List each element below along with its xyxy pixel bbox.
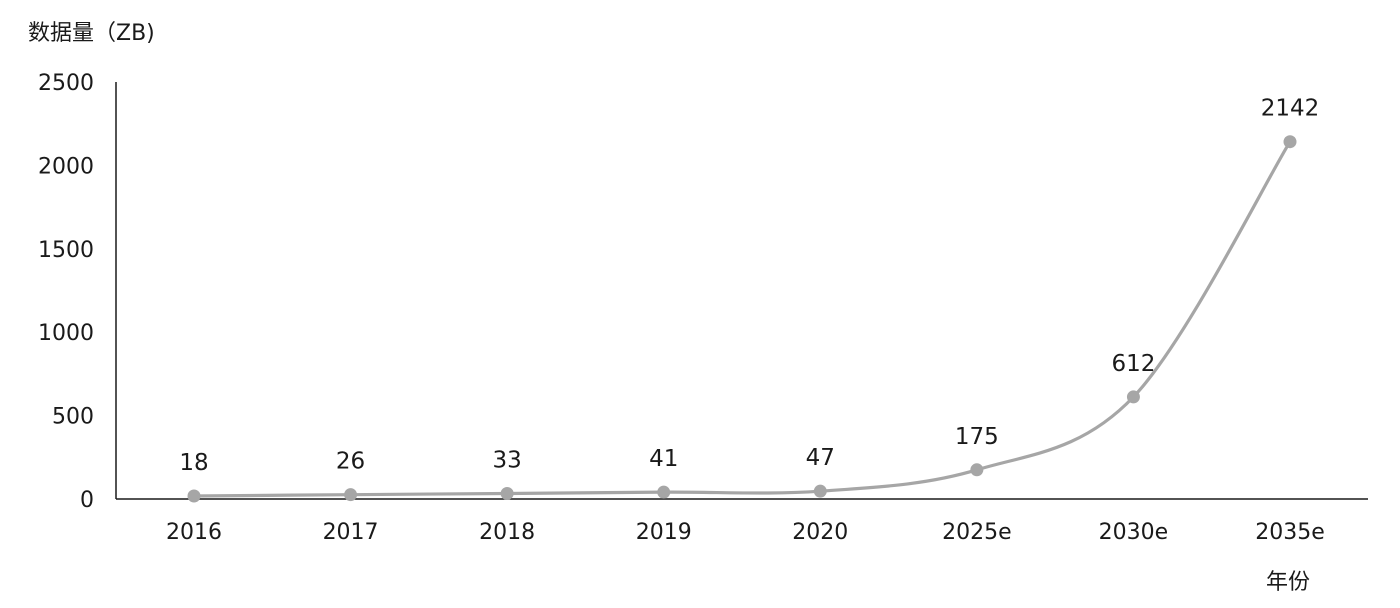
data-point: [657, 485, 671, 499]
x-tick-label: 2020: [792, 520, 848, 545]
y-tick-label: 1500: [38, 238, 94, 263]
y-tick-label: 1000: [38, 321, 94, 346]
data-point: [1283, 135, 1297, 149]
data-label: 33: [493, 447, 522, 473]
y-tick-label: 2000: [38, 154, 94, 179]
data-label: 47: [806, 445, 835, 471]
x-tick-labels: 2016 2017 2018 2019 2020 2025e 2030e 2035e: [166, 520, 1325, 545]
y-tick-label: 0: [80, 488, 94, 513]
data-point: [813, 484, 827, 498]
data-label: 175: [955, 424, 999, 450]
y-axis-title: 数据量（ZB): [28, 21, 155, 46]
data-label: 26: [336, 449, 365, 475]
x-tick-label: 2035e: [1255, 520, 1325, 545]
x-tick-label: 2016: [166, 520, 222, 545]
series-line: [192, 140, 1292, 498]
data-label: 2142: [1261, 96, 1320, 122]
x-tick-label: 2018: [479, 520, 535, 545]
data-label: 18: [179, 450, 208, 476]
y-tick-labels: 0 500 1000 1500 2000 2500: [38, 71, 94, 513]
data-point: [500, 486, 514, 500]
data-points: [187, 135, 1297, 503]
y-tick-label: 500: [52, 405, 94, 430]
x-axis-title: 年份: [1266, 570, 1310, 595]
data-labels: 18 26 33 41 47 175 612 2142: [179, 96, 1319, 476]
data-point: [1126, 390, 1140, 404]
data-point: [187, 489, 201, 503]
data-label: 41: [649, 446, 678, 472]
x-tick-label: 2017: [323, 520, 379, 545]
x-tick-label: 2025e: [942, 520, 1012, 545]
data-label: 612: [1111, 351, 1155, 377]
data-point: [344, 488, 358, 502]
x-tick-label: 2019: [636, 520, 692, 545]
data-point: [970, 463, 984, 477]
x-tick-label: 2030e: [1099, 520, 1169, 545]
y-tick-label: 2500: [38, 71, 94, 96]
